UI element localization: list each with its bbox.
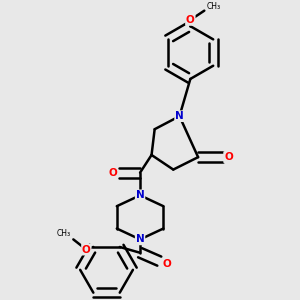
Text: O: O [108, 168, 117, 178]
Text: O: O [163, 259, 171, 269]
Text: N: N [136, 190, 144, 200]
Text: CH₃: CH₃ [207, 2, 221, 11]
Text: CH₃: CH₃ [57, 229, 71, 238]
Text: O: O [186, 15, 195, 25]
Text: N: N [136, 234, 144, 244]
Text: O: O [82, 244, 91, 255]
Text: N: N [175, 111, 184, 121]
Text: O: O [224, 152, 233, 162]
